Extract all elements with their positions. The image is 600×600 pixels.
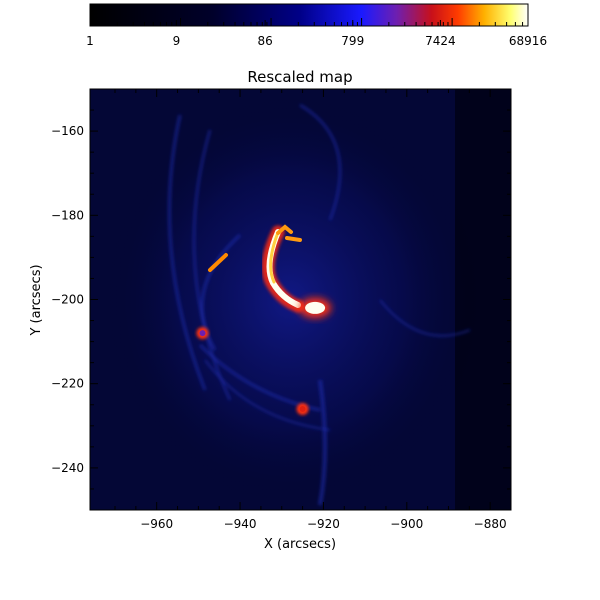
x-tick-label: −920 xyxy=(307,517,340,531)
x-axis: −960 −940 −920 −900 −880 xyxy=(114,89,507,531)
colorbar-tick-label: 68916 xyxy=(509,34,547,48)
x-axis-label: X (arcsecs) xyxy=(264,537,336,552)
hook xyxy=(276,224,302,242)
x-tick-label: −900 xyxy=(390,517,423,531)
western-streak xyxy=(208,253,228,272)
dark-corner-right xyxy=(455,89,511,510)
y-axis: −160 −180 −200 −220 −240 xyxy=(51,88,511,511)
colorbar-frame xyxy=(89,3,529,27)
y-tick-label: −240 xyxy=(51,461,84,475)
faint-loops xyxy=(167,103,471,506)
y-axis-label: Y (arcsecs) xyxy=(29,264,44,336)
bright-features xyxy=(196,224,332,415)
southern-knot xyxy=(299,405,306,412)
y-tick-label: −200 xyxy=(51,293,84,307)
colorbar-tick-label: 799 xyxy=(341,34,364,48)
chart-title: Rescaled map xyxy=(247,68,352,86)
y-tick-label: −160 xyxy=(51,124,84,138)
colorbar-tick-label: 1 xyxy=(86,34,94,48)
x-tick-label: −880 xyxy=(474,517,507,531)
y-tick-label: −220 xyxy=(51,377,84,391)
heatmap-image xyxy=(90,89,511,510)
y-tick-label: −180 xyxy=(51,208,84,222)
colorbar: 1 9 86 799 7424 68916 xyxy=(86,3,547,48)
colorbar-tick-label: 7424 xyxy=(425,34,456,48)
colorbar-minor-ticks xyxy=(89,18,524,26)
x-tick-label: −940 xyxy=(224,517,257,531)
small-spot xyxy=(199,330,206,337)
x-tick-label: −960 xyxy=(140,517,173,531)
colorbar-tick-labels: 1 9 86 799 7424 68916 xyxy=(86,20,547,48)
colorbar-gradient xyxy=(90,4,528,26)
bright-arc-core xyxy=(269,233,279,284)
colorbar-tick-label: 9 xyxy=(173,34,181,48)
colorbar-tick-label: 86 xyxy=(257,34,272,48)
core-spot xyxy=(305,301,326,314)
